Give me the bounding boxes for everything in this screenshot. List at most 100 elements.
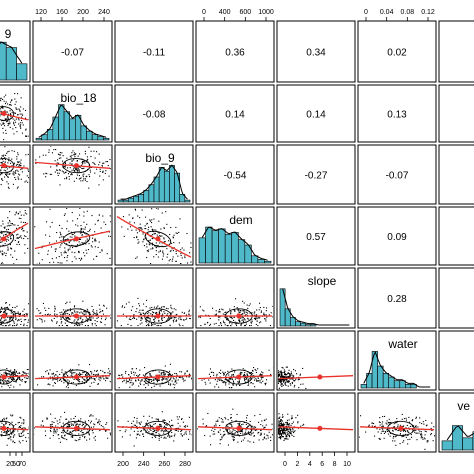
scatter-point <box>61 170 63 172</box>
scatter-point <box>14 325 16 327</box>
scatter-point <box>38 372 39 373</box>
scatter-point <box>403 429 405 431</box>
scatter-point <box>220 418 222 420</box>
scatter-point <box>415 417 417 419</box>
scatter-point <box>420 437 422 439</box>
scatter-point <box>150 429 152 431</box>
scatter-point <box>108 368 110 370</box>
scatter-point <box>136 236 138 238</box>
scatter-point <box>24 377 26 379</box>
correlation-value: 0.02 <box>387 48 407 59</box>
scatter-point <box>180 376 182 378</box>
scatter-point <box>161 235 163 237</box>
scatter-point <box>143 245 145 247</box>
scatter-point <box>15 172 17 174</box>
scatter-point <box>109 373 111 375</box>
scatter-point <box>278 419 279 421</box>
scatter-point <box>291 428 293 430</box>
scatter-point <box>284 374 286 376</box>
scatter-point <box>149 375 151 377</box>
scatter-point <box>80 318 82 320</box>
panel-border <box>0 84 31 143</box>
scatter-point <box>94 163 96 165</box>
scatter-point <box>105 170 107 172</box>
scatter-point <box>285 376 287 378</box>
scatter-point <box>43 376 45 378</box>
scatter-point <box>63 172 65 174</box>
scatter-point <box>140 318 142 320</box>
scatter-point <box>415 425 417 427</box>
scatter-point <box>2 132 4 134</box>
scatter-point <box>53 149 55 151</box>
scatter-point <box>134 208 136 210</box>
scatter-point <box>226 319 228 321</box>
scatter-point <box>86 318 88 320</box>
panel-border <box>0 267 31 329</box>
scatter-point <box>146 222 148 224</box>
scatter-point <box>16 108 18 110</box>
scatter-point <box>84 382 86 384</box>
scatter-point <box>177 430 179 432</box>
scatter-point <box>17 237 19 239</box>
scatter-point <box>237 432 239 434</box>
panel-border <box>357 392 437 453</box>
scatter-point <box>223 434 225 436</box>
scatter-point <box>209 368 211 370</box>
scatter-point <box>74 170 76 172</box>
scatter-point <box>105 423 107 425</box>
scatter-point <box>90 426 92 428</box>
histogram-bar <box>153 176 160 203</box>
center-point <box>317 374 323 380</box>
scatter-point <box>260 311 262 313</box>
scatter-point <box>137 242 139 244</box>
scatter-point <box>162 419 164 421</box>
histogram-bar <box>80 125 87 141</box>
scatter-point <box>69 301 71 303</box>
scatter-point <box>231 378 233 380</box>
correlation-value: -0.08 <box>143 110 166 121</box>
scatter-point <box>66 325 68 327</box>
scatter-point <box>18 165 20 167</box>
scatter-point <box>58 256 60 258</box>
scatter-point <box>407 439 409 441</box>
scatter-point <box>162 306 164 308</box>
scatter-point <box>71 152 73 154</box>
scatter-point <box>55 149 57 151</box>
scatter-point <box>240 314 242 316</box>
scatter-point <box>142 433 144 435</box>
scatter-point <box>284 370 286 372</box>
scatter-point <box>95 240 97 242</box>
scatter-point <box>168 260 170 262</box>
scatter-point <box>18 313 20 315</box>
scatter-point <box>3 320 5 322</box>
scatter-point <box>164 425 166 427</box>
scatter-point <box>281 373 283 375</box>
tick-label: 0 <box>283 461 287 468</box>
scatter-point <box>213 372 215 374</box>
scatter-point <box>205 375 206 376</box>
scatter-point <box>121 313 122 314</box>
scatter-point <box>250 434 252 436</box>
scatter-point <box>67 167 69 169</box>
scatter-point <box>165 211 167 213</box>
histogram-bar <box>179 193 186 203</box>
scatter-point <box>204 376 205 377</box>
scatter-point <box>381 423 383 425</box>
scatter-point <box>18 319 20 321</box>
scatter-point <box>10 309 12 311</box>
scatter-point <box>1 173 3 175</box>
scatter-point <box>180 249 182 251</box>
scatter-point <box>295 378 297 380</box>
scatter-point <box>95 374 97 376</box>
scatter-point <box>61 369 63 371</box>
scatter-point <box>102 376 104 378</box>
scatter-point <box>1 253 3 255</box>
scatter-point <box>5 154 7 156</box>
scatter-point <box>278 421 280 423</box>
scatter-point <box>4 118 6 120</box>
scatter-point <box>222 435 224 437</box>
scatter-point <box>51 423 53 425</box>
scatter-point <box>83 371 85 373</box>
scatter-point <box>20 218 22 220</box>
scatter-point <box>105 161 107 163</box>
